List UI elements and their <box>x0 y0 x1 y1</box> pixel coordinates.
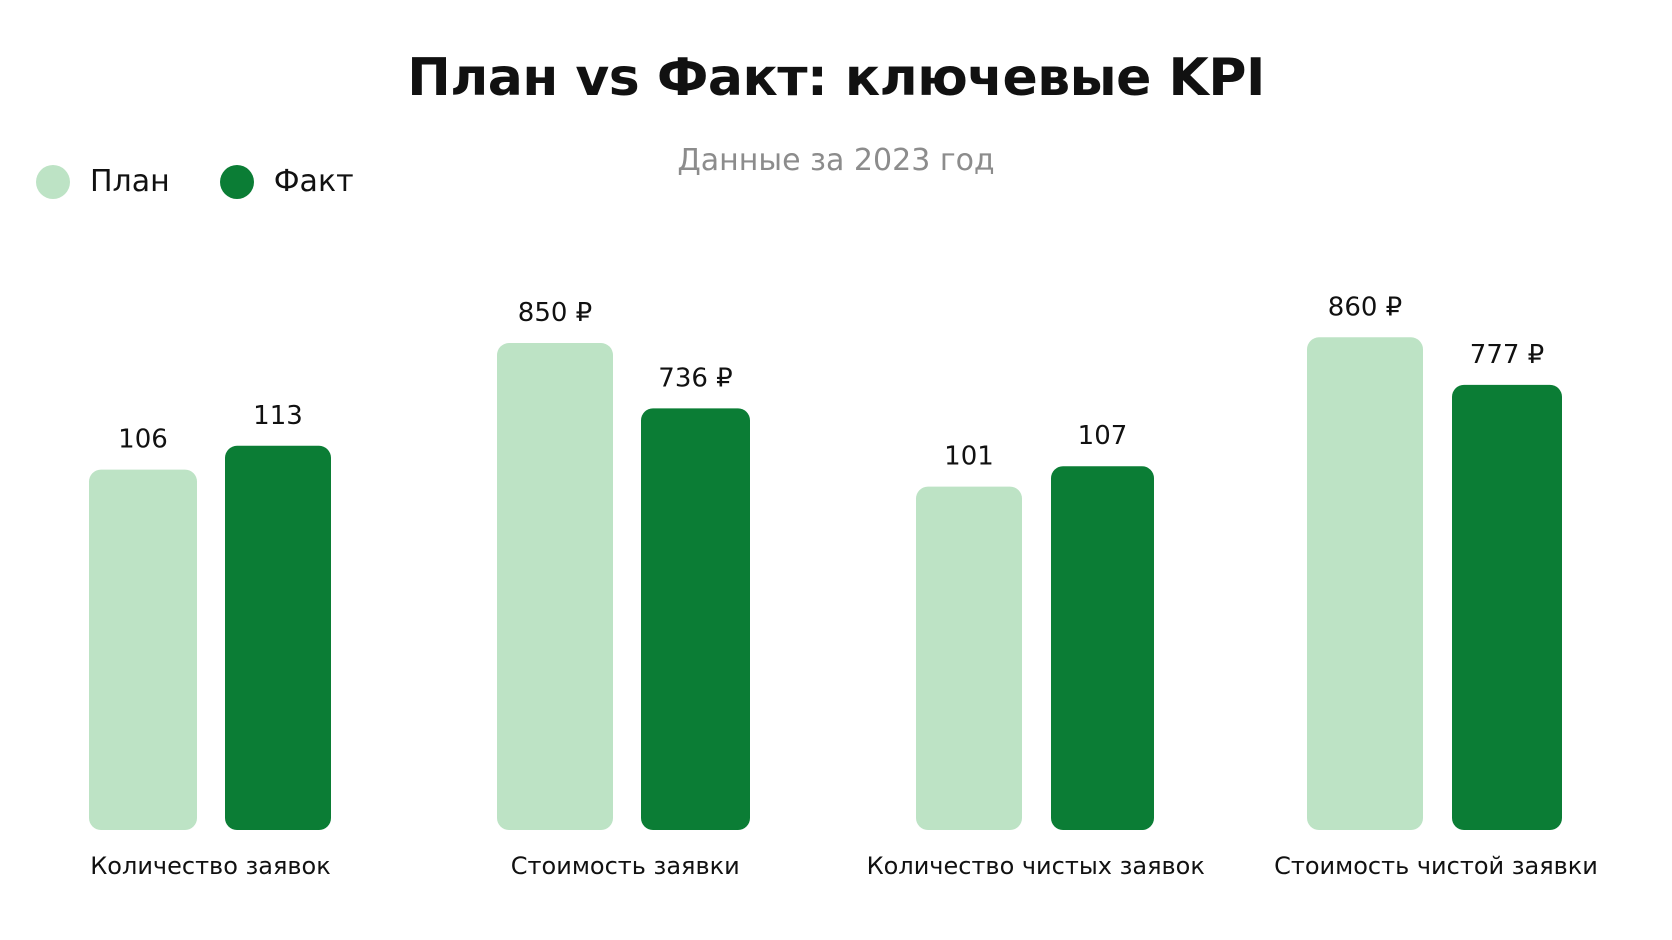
bar-fact-2 <box>641 408 750 830</box>
legend-swatch-plan <box>36 164 70 199</box>
bar-value-label-plan-1: 106 <box>118 425 168 455</box>
legend: План Факт <box>36 164 354 199</box>
bar-plan-2 <box>497 343 613 830</box>
bar-value-label-plan-2: 850 ₽ <box>518 298 592 328</box>
bar-value-label-fact-4: 777 ₽ <box>1470 340 1544 370</box>
bar-plan-1 <box>89 469 197 830</box>
chart-title: План vs Факт: ключевые KPI <box>407 48 1265 108</box>
legend-label-plan: План <box>90 164 170 199</box>
bar-value-label-fact-2: 736 ₽ <box>658 363 732 393</box>
legend-label-fact: Факт <box>273 164 354 199</box>
bar-fact-1 <box>225 445 331 830</box>
chart-subtitle: Данные за 2023 год <box>677 143 995 178</box>
category-label-2: Стоимость заявки <box>511 852 740 880</box>
category-label-3: Количество чистых заявок <box>867 852 1205 880</box>
bar-value-label-fact-1: 113 <box>253 401 303 431</box>
bar-value-label-fact-3: 107 <box>1078 421 1128 451</box>
bar-value-label-plan-3: 101 <box>944 442 994 472</box>
legend-item-fact: Факт <box>219 164 354 199</box>
bar-plan-4 <box>1307 337 1423 830</box>
category-label-4: Стоимость чистой заявки <box>1274 852 1598 880</box>
bar-value-label-plan-4: 860 ₽ <box>1328 292 1402 322</box>
bar-fact-4 <box>1452 384 1562 830</box>
legend-swatch-fact <box>219 164 254 199</box>
bar-plan-3 <box>916 486 1022 830</box>
bar-fact-3 <box>1051 466 1154 830</box>
legend-item-plan: План <box>36 164 170 199</box>
category-label-1: Количество заявок <box>90 852 330 880</box>
